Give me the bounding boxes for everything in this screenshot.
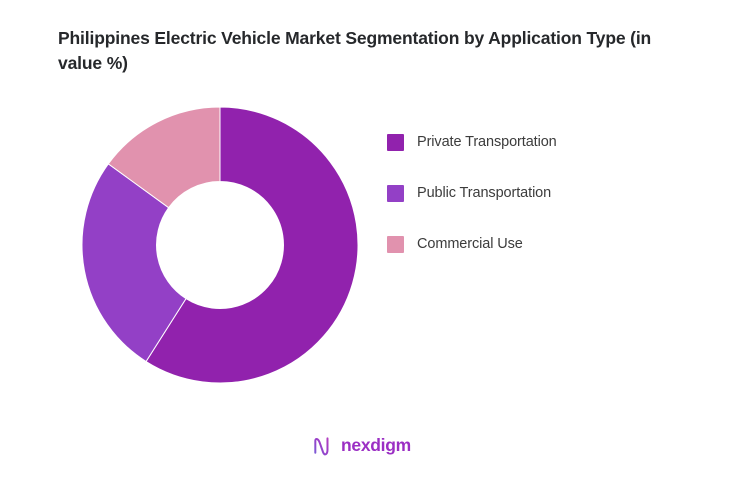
nexdigm-wordmark: nexdigm — [341, 434, 411, 455]
legend-label-private-transportation: Private Transportation — [417, 134, 557, 150]
chart-title: Philippines Electric Vehicle Market Segm… — [58, 28, 652, 73]
legend-label-public-transportation: Public Transportation — [417, 185, 552, 201]
legend-item-private-transportation[interactable]: Private Transportation — [387, 133, 687, 151]
legend-swatch-commercial-use — [387, 235, 404, 253]
legend-swatch-public-transportation — [387, 184, 404, 202]
legend-swatch-private-transportation — [387, 133, 404, 151]
donut-chart — [82, 107, 358, 383]
donut-slice-group — [82, 107, 358, 383]
nexdigm-logo: nexdigm — [311, 432, 411, 458]
donut-slice-commercial-use[interactable] — [107, 107, 221, 209]
wave-n-icon — [314, 436, 329, 455]
chart-legend: Private Transportation Public Transporta… — [387, 133, 687, 286]
legend-item-public-transportation[interactable]: Public Transportation — [387, 184, 687, 202]
legend-item-commercial-use[interactable]: Commercial Use — [387, 235, 687, 253]
donut-slice-public-transportation[interactable] — [82, 163, 187, 363]
legend-label-commercial-use: Commercial Use — [417, 236, 523, 252]
donut-slice-private-transportation[interactable] — [145, 107, 358, 383]
